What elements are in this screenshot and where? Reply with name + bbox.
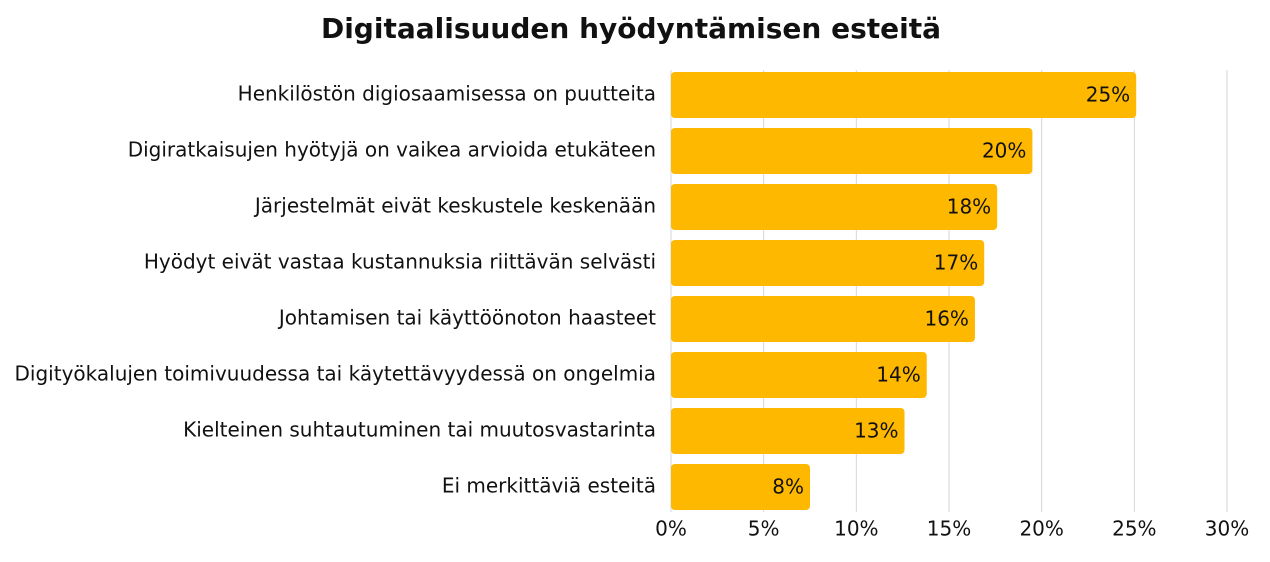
y-tick-label: Ei merkittäviä esteitä [442,474,656,498]
bar [671,128,1033,174]
value-label: 20% [982,139,1026,163]
value-label: 25% [1086,83,1130,107]
x-tick-label: 30% [1205,517,1249,541]
bar [671,72,1137,118]
x-tick-label: 5% [748,517,780,541]
y-tick-label: Johtamisen tai käyttöönoton haasteet [277,306,656,330]
y-tick-label: Henkilöstön digiosaamisessa on puutteita [238,82,656,106]
x-tick-label: 0% [655,517,687,541]
bar [671,352,927,398]
y-tick-label: Järjestelmät eivät keskustele keskenään [253,194,656,218]
value-label: 13% [854,419,898,443]
chart-title: Digitaalisuuden hyödyntämisen esteitä [321,12,941,45]
y-tick-label: Digityökalujen toimivuudessa tai käytett… [15,362,656,386]
bar [671,296,975,342]
value-label: 14% [876,363,920,387]
y-tick-label: Digiratkaisujen hyötyjä on vaikea arvioi… [128,138,656,162]
bar [671,464,810,510]
y-tick-label: Hyödyt eivät vastaa kustannuksia riittäv… [144,250,656,274]
bar [671,408,905,454]
value-label: 16% [924,307,968,331]
y-tick-label: Kielteinen suhtautuminen tai muutosvasta… [183,418,656,442]
bar [671,240,985,286]
x-tick-label: 25% [1112,517,1156,541]
x-tick-label: 10% [834,517,878,541]
value-label: 18% [947,195,991,219]
bar [671,184,998,230]
value-label: 17% [934,251,978,275]
value-label: 8% [772,475,804,499]
x-tick-label: 15% [927,517,971,541]
x-tick-label: 20% [1019,517,1063,541]
